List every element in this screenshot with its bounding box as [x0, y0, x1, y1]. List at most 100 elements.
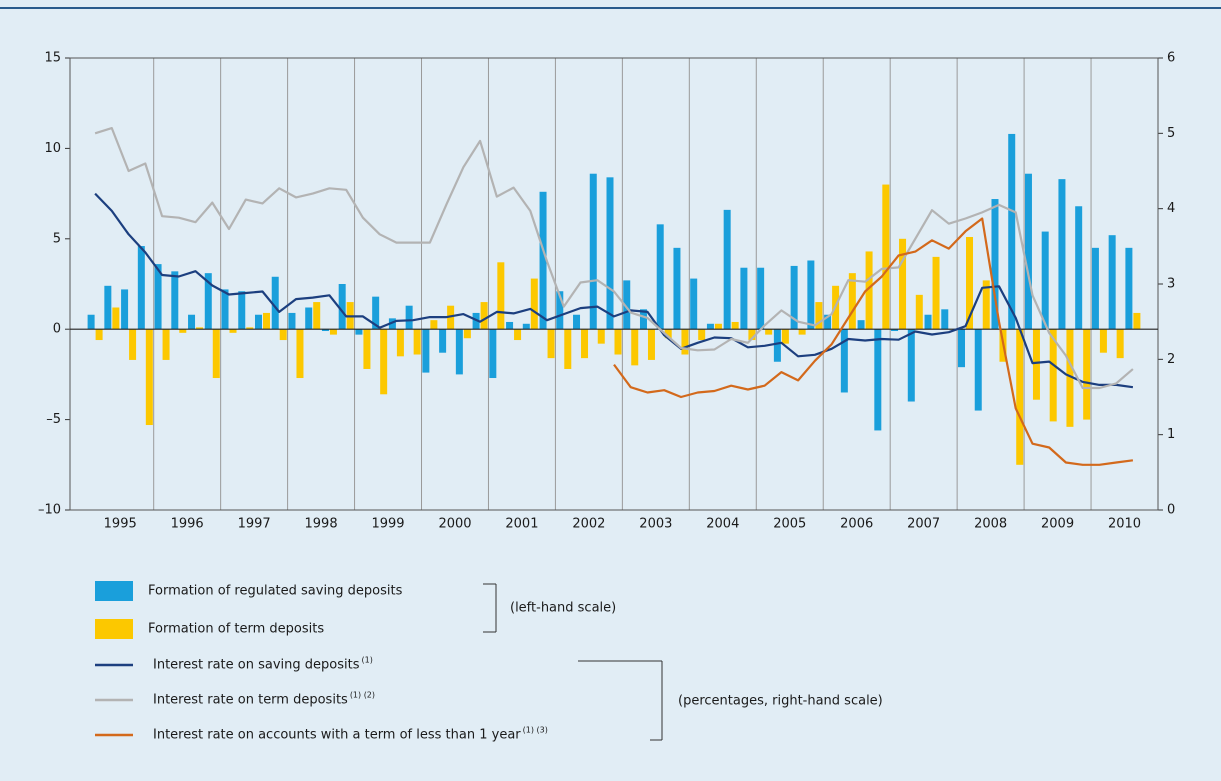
y-tick-label: 15 — [44, 51, 61, 66]
line — [613, 217, 1134, 466]
y2-tick-label: 3 — [1167, 277, 1175, 292]
bar — [246, 327, 254, 330]
bar — [1125, 247, 1133, 330]
bar — [1099, 329, 1107, 353]
bar — [380, 329, 388, 395]
bar — [212, 329, 220, 379]
bar — [1049, 329, 1057, 422]
bar — [363, 329, 371, 369]
x-tick-label: 1999 — [371, 517, 404, 532]
bar — [891, 329, 899, 332]
legend-label: Interest rate on term deposits — [153, 693, 348, 708]
bar — [188, 314, 196, 330]
y-tick-label: –10 — [38, 503, 61, 518]
bar — [1041, 231, 1049, 330]
bar — [87, 314, 95, 330]
bar — [439, 329, 447, 353]
x-tick-label: 2010 — [1108, 517, 1141, 532]
bar — [329, 329, 337, 335]
bar — [597, 329, 605, 344]
bar — [874, 329, 882, 431]
bar — [112, 307, 120, 330]
bar — [639, 309, 647, 330]
bar — [355, 329, 363, 335]
x-tick-label: 1996 — [171, 517, 204, 532]
bar — [514, 329, 522, 341]
bar — [154, 264, 162, 330]
bar — [271, 276, 279, 330]
bar — [489, 329, 497, 379]
bar — [1091, 247, 1099, 330]
bar — [196, 327, 204, 330]
plot-frame — [69, 57, 1159, 511]
bar — [1108, 235, 1116, 330]
bar — [556, 291, 564, 330]
bar — [396, 329, 404, 357]
bar — [104, 285, 112, 330]
bar — [1075, 206, 1083, 330]
bar — [1058, 179, 1066, 330]
bar — [1016, 329, 1024, 465]
x-tick-label: 2001 — [505, 517, 538, 532]
bar — [982, 280, 990, 330]
bar — [321, 329, 329, 332]
bar — [497, 262, 505, 330]
x-tick-label: 2006 — [840, 517, 873, 532]
bar — [455, 329, 463, 375]
bar — [564, 329, 572, 369]
bar — [731, 321, 739, 330]
x-tick-label: 2009 — [1041, 517, 1074, 532]
bar — [907, 329, 915, 402]
bar — [941, 309, 949, 330]
bar — [815, 302, 823, 330]
bar — [204, 273, 212, 330]
bar — [338, 284, 346, 330]
bar — [664, 329, 672, 339]
bar — [238, 291, 246, 330]
bar — [714, 323, 722, 330]
bar — [656, 224, 664, 330]
bar — [647, 329, 655, 360]
bar — [254, 314, 262, 330]
legend-swatch — [95, 581, 133, 601]
bar — [229, 329, 237, 333]
bar — [1032, 329, 1040, 400]
bar — [296, 329, 304, 379]
line — [94, 192, 1134, 389]
bar — [522, 323, 530, 330]
bar — [865, 251, 873, 330]
bar — [706, 323, 714, 330]
bar — [463, 329, 471, 339]
bar — [958, 329, 966, 368]
y-tick-label: –5 — [46, 412, 61, 427]
y2-tick-label: 6 — [1167, 51, 1175, 66]
scale-note: (percentages, right-hand scale) — [678, 694, 883, 709]
bar — [162, 329, 170, 360]
bar — [698, 329, 706, 341]
bar — [798, 329, 806, 335]
x-tick-label: 2008 — [974, 517, 1007, 532]
bar — [539, 191, 547, 330]
bar — [95, 329, 103, 341]
y-tick-label: 10 — [44, 141, 61, 156]
bar — [413, 329, 421, 355]
bar — [279, 329, 287, 341]
bar — [681, 329, 689, 355]
bar — [614, 329, 622, 355]
bar — [589, 173, 597, 330]
bar — [673, 247, 681, 330]
legend-label: Formation of term deposits — [148, 622, 324, 637]
legend-label: Interest rate on accounts with a term of… — [153, 728, 521, 743]
bar — [882, 184, 890, 330]
bar — [924, 314, 932, 330]
bar — [765, 329, 773, 335]
x-tick-label: 1998 — [305, 517, 338, 532]
bar — [179, 329, 187, 333]
bar — [388, 318, 396, 330]
x-tick-label: 2005 — [773, 517, 806, 532]
bar — [372, 296, 380, 330]
legend-note: (1) (3) — [523, 726, 548, 735]
bar — [757, 267, 765, 330]
y2-tick-label: 2 — [1167, 352, 1175, 367]
bar — [171, 271, 179, 330]
